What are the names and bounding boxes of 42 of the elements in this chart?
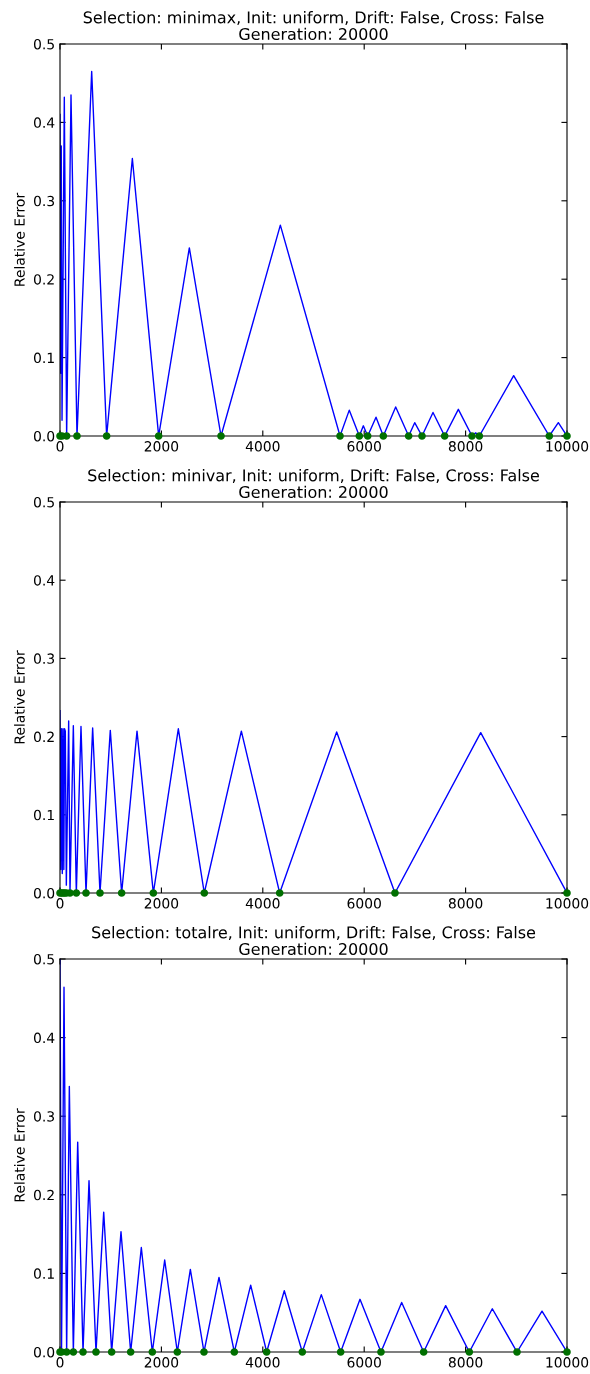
x-tick-label: 10000 [546, 898, 589, 909]
y-tick-label: 0.3 [33, 195, 55, 207]
x-tick-label: 6000 [347, 441, 381, 452]
y-axis-title: Relative Error [14, 192, 25, 286]
y-tick-label: 0.0 [33, 887, 55, 899]
y-tick-label: 0.3 [33, 653, 55, 664]
x-tick-label: 6000 [347, 1357, 381, 1368]
y-tick-label: 0.5 [33, 953, 54, 965]
x-tick-label: 0 [56, 441, 64, 452]
chart-title: Selection: minivar, Init: uniform, Drift: False, Cross: False Generation: 20000 [88, 469, 539, 499]
x-tick-label: 8000 [448, 1357, 483, 1368]
y-tick-label: 0.2 [33, 1189, 54, 1201]
y-tick-label: 0.4 [33, 575, 55, 586]
x-tick-label: 0 [56, 1357, 64, 1368]
x-tick-label: 4000 [245, 441, 280, 452]
x-tick-label: 6000 [347, 898, 381, 909]
chart-title: Selection: minimax, Init: uniform, Drift: False, Cross: False Generation: 20000 [83, 11, 544, 41]
x-tick-label: 4000 [245, 898, 280, 909]
y-tick-label: 0.2 [33, 274, 54, 285]
y-tick-label: 0.0 [33, 1346, 55, 1358]
y-tick-label: 0.4 [33, 117, 55, 128]
x-tick-label: 4000 [245, 1357, 280, 1368]
y-axis-title: Relative Error [14, 1108, 25, 1202]
chart-title: Selection: totalre, Init: uniform, Drift: False, Cross: False Generation: 20000 [92, 926, 536, 956]
x-tick-label: 10000 [546, 441, 589, 452]
x-tick-label: 8000 [448, 898, 483, 909]
y-tick-label: 0.5 [33, 496, 54, 508]
y-tick-label: 0.0 [33, 430, 55, 442]
y-tick-label: 0.1 [33, 352, 54, 364]
y-tick-label: 0.5 [33, 38, 54, 50]
x-tick-label: 0 [56, 898, 64, 909]
x-tick-label: 2000 [144, 898, 179, 909]
y-tick-label: 0.1 [33, 809, 54, 821]
y-tick-label: 0.2 [33, 731, 54, 743]
y-axis-title: Relative Error [14, 650, 25, 744]
x-tick-label: 8000 [448, 441, 483, 452]
x-tick-label: 2000 [144, 441, 179, 452]
x-tick-label: 10000 [546, 1357, 589, 1368]
y-tick-label: 0.4 [33, 1032, 55, 1044]
y-tick-label: 0.3 [33, 1111, 55, 1122]
y-tick-label: 0.1 [33, 1268, 54, 1279]
x-tick-label: 2000 [144, 1357, 179, 1368]
